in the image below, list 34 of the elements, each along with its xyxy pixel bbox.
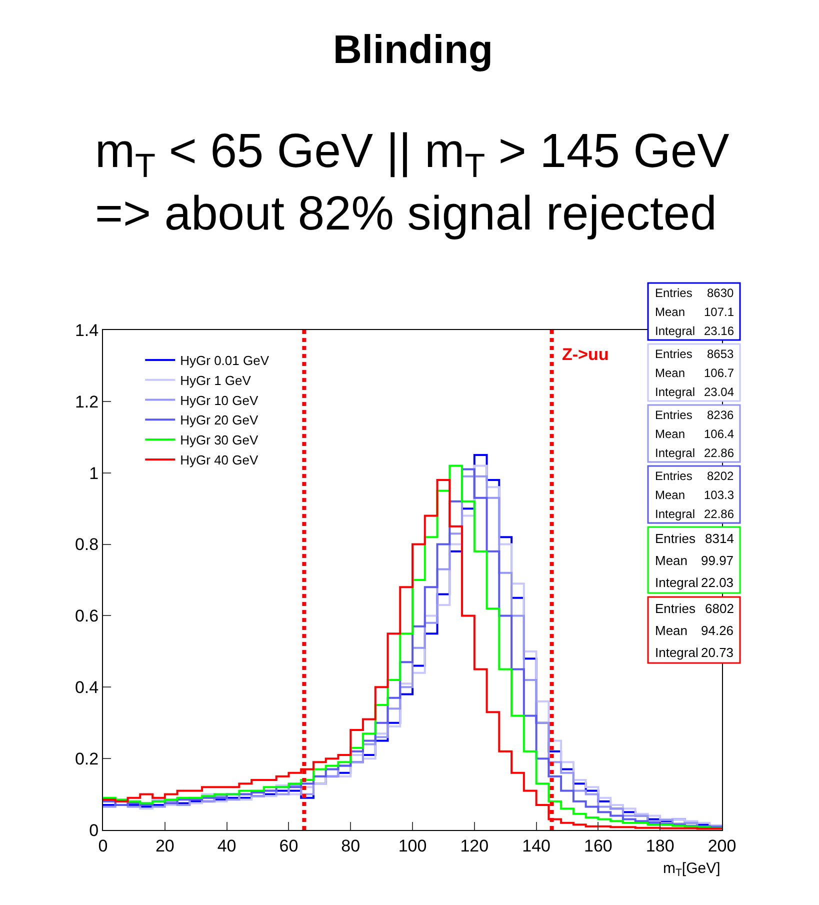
- legend-label: HyGr 10 GeV: [180, 392, 258, 408]
- y-tick-label: 0.2: [74, 750, 99, 769]
- text: Entries 8314 Mean 99.97 Integral 22.03: [655, 531, 734, 590]
- text: Entries 8202 Mean 103.3 Integral 22.86: [655, 469, 734, 521]
- x-tick-label: 140: [522, 836, 550, 856]
- text: Entries 8653 Mean 106.7 Integral 23.04: [655, 347, 734, 399]
- legend-label: HyGr 0.01 GeV: [180, 353, 270, 368]
- legend-label: HyGr 40 GeV: [180, 452, 258, 468]
- x-tick-label: 80: [341, 836, 360, 856]
- ref-line-label: Z->uu: [562, 345, 609, 364]
- y-tick-label: 0: [89, 820, 99, 840]
- x-tick-label: 60: [279, 836, 298, 856]
- x-tick-label: 200: [708, 836, 736, 856]
- legend-label: HyGr 30 GeV: [180, 432, 258, 448]
- chart-subtitle: m$_{T}$ < 65 GeV || m$_{T}$ > 145 GeV => about 82% signal rejected: [95, 125, 730, 240]
- legend-label: HyGr 1 GeV: [180, 372, 252, 388]
- x-tick-label: 180: [646, 836, 674, 856]
- y-tick-label: 1: [89, 464, 99, 483]
- x-tick-label: 40: [217, 836, 236, 856]
- text: Entries 6802 Mean 94.26 Integral 20.73: [655, 601, 734, 660]
- y-tick-label: 1.2: [74, 392, 99, 412]
- x-tick-label: 100: [398, 836, 427, 856]
- text: Entries 8236 Mean 106.4 Integral 22.86: [655, 408, 734, 460]
- x-tick-label: 20: [155, 836, 174, 856]
- x-axis-title: m$_{T}$[GeV]: [663, 860, 720, 880]
- chart-title: Blinding: [333, 28, 493, 72]
- y-tick-label: 1.4: [74, 320, 99, 340]
- legend-label: HyGr 20 GeV: [180, 412, 258, 428]
- x-tick-label: 160: [584, 836, 612, 856]
- y-tick-label: 0.6: [74, 606, 99, 626]
- x-tick-label: 120: [460, 836, 489, 856]
- text: Entries 8630 Mean 107.1 Integral 23.16: [655, 286, 734, 338]
- y-tick-label: 0.8: [74, 535, 99, 554]
- y-tick-label: 0.4: [74, 678, 99, 698]
